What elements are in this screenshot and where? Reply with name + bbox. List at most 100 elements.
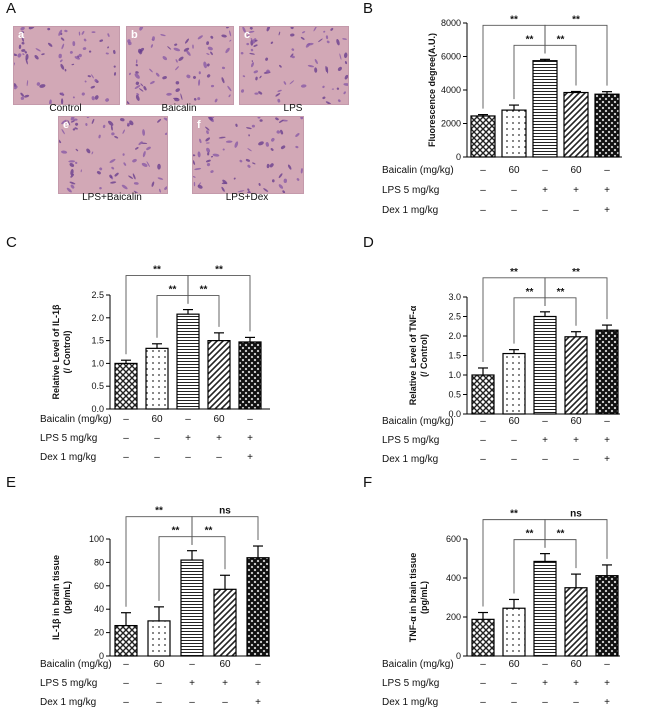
cell-nucleus — [251, 62, 254, 68]
significance-label: ** — [215, 265, 223, 276]
treatment-row-label: Baicalin (mg/kg) — [382, 659, 454, 670]
cell-nucleus — [266, 163, 270, 169]
cell-nucleus — [159, 188, 161, 193]
bar — [213, 588, 237, 657]
significance-bracket — [191, 516, 259, 545]
cell-nucleus — [222, 179, 228, 185]
treatment-row-label: Dex 1 mg/kg — [382, 205, 438, 216]
cell-nucleus — [90, 85, 95, 89]
treatment-mark: – — [511, 454, 517, 465]
cell-nucleus — [157, 177, 164, 180]
cell-nucleus — [344, 74, 348, 80]
cell-nucleus — [283, 178, 288, 183]
significance-label: ** — [510, 14, 518, 25]
cell-nucleus — [248, 30, 255, 33]
cell-nucleus — [193, 97, 197, 101]
cell-nucleus — [21, 41, 25, 45]
cell-nucleus — [280, 129, 284, 135]
cell-nucleus — [96, 171, 101, 175]
cell-nucleus — [75, 122, 79, 126]
y-tick-label: 2.0 — [448, 331, 461, 341]
micrograph-caption: LPS — [283, 103, 303, 114]
cell-nucleus — [146, 146, 151, 151]
cell-nucleus — [99, 167, 103, 171]
bar — [563, 91, 589, 158]
cell-nucleus — [206, 63, 210, 67]
cell-nucleus — [20, 92, 24, 97]
significance-label: ** — [172, 526, 180, 537]
cell-nucleus — [35, 48, 41, 52]
cell-nucleus — [134, 85, 141, 89]
treatment-mark: + — [604, 435, 610, 446]
treatment-mark: – — [480, 678, 486, 689]
cell-nucleus — [152, 36, 155, 41]
treatment-mark: 60 — [508, 416, 520, 427]
cell-nucleus — [99, 186, 102, 190]
cell-nucleus — [277, 98, 281, 103]
cell-nucleus — [86, 148, 91, 154]
cell-nucleus — [275, 93, 281, 97]
cell-nucleus — [36, 82, 41, 86]
bar — [147, 620, 171, 657]
cell-nucleus — [111, 166, 115, 170]
chart-panel-c: 0.0 0.5 1.0 1.5 2.0 2.5 Relative Level of IL-1… — [40, 265, 270, 463]
y-tick-label: 0 — [456, 651, 461, 661]
cell-nucleus — [270, 41, 274, 44]
cell-nucleus — [135, 94, 140, 101]
treatment-mark: – — [123, 678, 129, 689]
treatment-mark: – — [255, 659, 261, 670]
micrograph-letter: a — [18, 29, 25, 41]
cell-nucleus — [247, 191, 251, 193]
significance-bracket — [544, 519, 608, 559]
significance-label: ** — [169, 285, 177, 296]
cell-nucleus — [186, 74, 191, 79]
cell-nucleus — [206, 53, 210, 55]
cell-nucleus — [14, 62, 15, 67]
micrograph-letter: e — [63, 119, 70, 131]
cell-nucleus — [337, 66, 342, 72]
cell-nucleus — [129, 120, 134, 126]
significance-bracket — [544, 24, 608, 86]
bar — [594, 93, 620, 158]
treatment-mark: + — [542, 435, 548, 446]
cell-nucleus — [193, 75, 196, 79]
cell-nucleus — [249, 52, 255, 55]
cell-nucleus — [300, 168, 303, 174]
cell-nucleus — [197, 184, 203, 189]
cell-nucleus — [258, 183, 261, 186]
cell-nucleus — [91, 151, 94, 155]
cell-nucleus — [23, 94, 30, 98]
cell-nucleus — [142, 129, 146, 136]
y-tick-label: 1.5 — [448, 351, 461, 361]
cell-nucleus — [226, 27, 230, 29]
cell-nucleus — [102, 124, 106, 129]
cell-nucleus — [14, 53, 18, 56]
cell-nucleus — [175, 59, 178, 63]
bar — [471, 618, 495, 657]
cell-nucleus — [134, 73, 140, 79]
cell-nucleus — [18, 44, 22, 49]
treatment-mark: – — [123, 452, 129, 463]
cell-nucleus — [192, 44, 194, 49]
treatment-mark: + — [189, 678, 195, 689]
cell-nucleus — [218, 136, 226, 139]
y-axis-label: TNF-α in brain tissue — [408, 553, 418, 643]
cell-nucleus — [253, 70, 259, 74]
cell-nucleus — [206, 41, 210, 45]
cell-nucleus — [173, 47, 181, 52]
treatment-mark: – — [542, 205, 548, 216]
cell-nucleus — [246, 127, 252, 130]
treatment-mark: – — [189, 697, 195, 708]
treatment-row-label: Baicalin (mg/kg) — [382, 416, 454, 427]
bar — [180, 559, 204, 657]
y-tick-label: 80 — [94, 557, 104, 567]
bar — [564, 336, 588, 415]
y-axis-label: (pg/mL) — [419, 581, 429, 614]
bar — [533, 315, 557, 415]
treatment-mark: + — [604, 678, 610, 689]
cell-nucleus — [290, 33, 295, 37]
cell-nucleus — [266, 69, 270, 74]
cell-nucleus — [323, 30, 326, 33]
cell-nucleus — [74, 127, 78, 130]
y-axis-label: (/ Control) — [62, 331, 72, 374]
